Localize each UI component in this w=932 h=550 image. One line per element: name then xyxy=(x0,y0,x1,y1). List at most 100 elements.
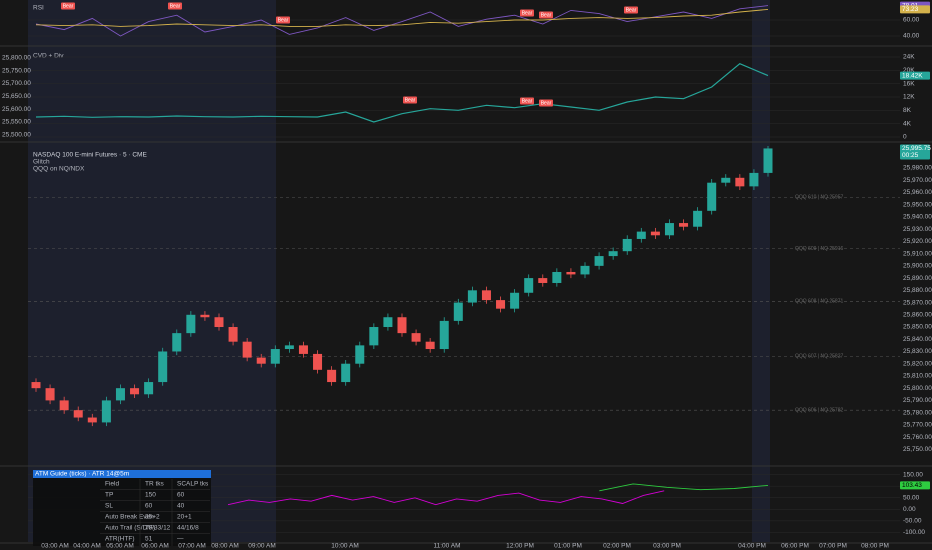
candle-body xyxy=(538,278,548,283)
y-tick-label: 20K xyxy=(903,67,915,74)
candle-body xyxy=(707,182,717,211)
y-tick-label: 25,970.00 xyxy=(903,177,932,184)
table-cell: 150 xyxy=(145,492,156,499)
y-tick-label: 25,550.00 xyxy=(2,119,31,126)
premarket-shade xyxy=(28,0,276,542)
candle-body xyxy=(397,317,407,334)
y-tick-label: 25,980.00 xyxy=(903,165,932,172)
table-cell: Auto Break Even xyxy=(105,514,154,521)
y-tick-label: 25,920.00 xyxy=(903,238,932,245)
candle-body xyxy=(158,351,168,383)
candle-body xyxy=(45,388,55,401)
x-tick-label: 04:00 AM xyxy=(73,543,100,550)
level-label: QQQ 606 | NQ 25782 xyxy=(795,408,843,414)
session-shade xyxy=(752,0,770,542)
candle-body xyxy=(270,349,280,364)
x-tick-label: 08:00 AM xyxy=(211,543,238,550)
candle-body xyxy=(679,223,689,227)
table-cell: 35+2 xyxy=(145,514,160,521)
y-tick-label: 25,650.00 xyxy=(2,93,31,100)
signal-label: Bear xyxy=(278,17,289,23)
candle-body xyxy=(355,345,365,364)
y-tick-label: -100.00 xyxy=(903,529,925,536)
x-tick-label: 12:00 PM xyxy=(506,543,534,550)
candle-body xyxy=(256,357,266,364)
table-cell: Auto Trail (S/D/F) xyxy=(105,525,155,532)
y-tick-label: 25,750.00 xyxy=(903,446,932,453)
y-tick-label: 25,840.00 xyxy=(903,336,932,343)
candle-body xyxy=(313,353,323,370)
y-tick-label: 0 xyxy=(903,134,907,141)
x-tick-label: 06:00 PM xyxy=(781,543,809,550)
x-tick-label: 05:00 AM xyxy=(106,543,133,550)
table-cell: TP xyxy=(105,492,113,499)
series-line xyxy=(227,490,665,506)
y-tick-label: 25,810.00 xyxy=(903,373,932,380)
y-tick-label: 25,890.00 xyxy=(903,275,932,282)
price-badge-label: 103.43 xyxy=(902,482,922,489)
y-tick-label: 25,790.00 xyxy=(903,397,932,404)
candle-body xyxy=(650,231,660,236)
candle-body xyxy=(172,333,182,352)
y-tick-label: 25,930.00 xyxy=(903,226,932,233)
x-tick-label: 02:00 PM xyxy=(603,543,631,550)
series-line xyxy=(35,8,769,27)
table-cell: 60 xyxy=(145,503,153,510)
signal-box xyxy=(520,97,534,105)
y-tick-label: 8K xyxy=(903,107,912,114)
candle-body xyxy=(425,341,435,350)
series-line xyxy=(599,483,769,492)
table-cell: 40 xyxy=(177,503,185,510)
candle-body xyxy=(341,363,351,383)
table-cell: 20+1 xyxy=(177,514,192,521)
x-tick-label: 07:00 PM xyxy=(819,543,847,550)
candle-body xyxy=(721,177,731,183)
atm-table: ATM Guide (ticks) · ATR 14@5m Field TR tks… xyxy=(33,470,211,546)
x-tick-label: 11:00 AM xyxy=(434,543,461,550)
y-tick-label: 25,870.00 xyxy=(903,299,932,306)
y-tick-label: 25,500.00 xyxy=(2,132,31,139)
signal-label: Bear xyxy=(405,97,416,103)
y-tick-label: 25,850.00 xyxy=(903,324,932,331)
y-tick-label: 25,800.00 xyxy=(903,385,932,392)
candle-body xyxy=(115,388,125,401)
signal-box xyxy=(168,2,182,10)
y-tick-label: 25,800.00 xyxy=(2,54,31,61)
table-header xyxy=(33,470,211,478)
candle-body xyxy=(693,210,703,227)
level-label: QQQ 610 | NQ 25957 xyxy=(795,195,843,201)
table-title: ATM Guide (ticks) · ATR 14@5m xyxy=(35,471,129,478)
candle-body xyxy=(214,317,224,328)
x-tick-label: 03:00 AM xyxy=(41,543,68,550)
candle-body xyxy=(467,290,477,303)
y-tick-label: 25,600.00 xyxy=(2,106,31,113)
candle-body xyxy=(608,251,618,257)
y-tick-label: 25,770.00 xyxy=(903,422,932,429)
candle-body xyxy=(369,327,379,346)
level-label: QQQ 607 | NQ 25827 xyxy=(795,354,843,360)
indicator-name: QQQ on NQ/NDX xyxy=(33,166,85,173)
signal-box xyxy=(403,96,417,104)
y-tick-label: 25,910.00 xyxy=(903,250,932,257)
x-tick-label: 10:00 AM xyxy=(331,543,358,550)
candle-body xyxy=(327,369,337,383)
level-label: QQQ 608 | NQ 25871 xyxy=(795,299,843,305)
candle-body xyxy=(242,341,252,358)
table-cell: 78/33/12 xyxy=(145,525,171,532)
y-tick-label: 50.00 xyxy=(903,494,920,501)
signal-box xyxy=(624,6,638,14)
y-tick-label: 150.00 xyxy=(903,471,923,478)
y-tick-label: 12K xyxy=(903,94,915,101)
y-tick-label: 40.00 xyxy=(903,33,920,40)
y-tick-label: 24K xyxy=(903,54,915,61)
y-tick-label: 25,940.00 xyxy=(903,214,932,221)
price-badge xyxy=(900,144,930,160)
cvd-title: CVD + Div xyxy=(33,53,64,60)
countdown-label: 00:25 xyxy=(902,152,919,159)
signal-label: Bear xyxy=(170,3,181,9)
table-cell: SL xyxy=(105,503,113,510)
y-tick-label: 25,960.00 xyxy=(903,189,932,196)
y-tick-label: 25,820.00 xyxy=(903,360,932,367)
table-column-header: TR tks xyxy=(145,481,165,488)
